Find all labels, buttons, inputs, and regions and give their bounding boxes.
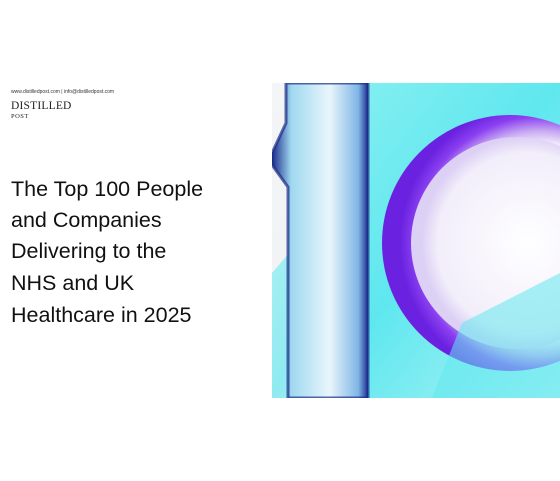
title-line: NHS and UK <box>11 271 135 295</box>
title-line: Healthcare in 2025 <box>11 303 192 327</box>
title-line: and Companies <box>11 208 162 232</box>
title-line: The Top 100 People <box>11 177 204 201</box>
contact-line: www.distilledpost.com | info@distilledpo… <box>11 89 115 95</box>
brand-subname: POST <box>11 113 29 120</box>
title-line: Delivering to the <box>11 239 167 263</box>
cover-artwork <box>272 83 560 398</box>
brand-name: DISTILLED <box>11 100 72 112</box>
